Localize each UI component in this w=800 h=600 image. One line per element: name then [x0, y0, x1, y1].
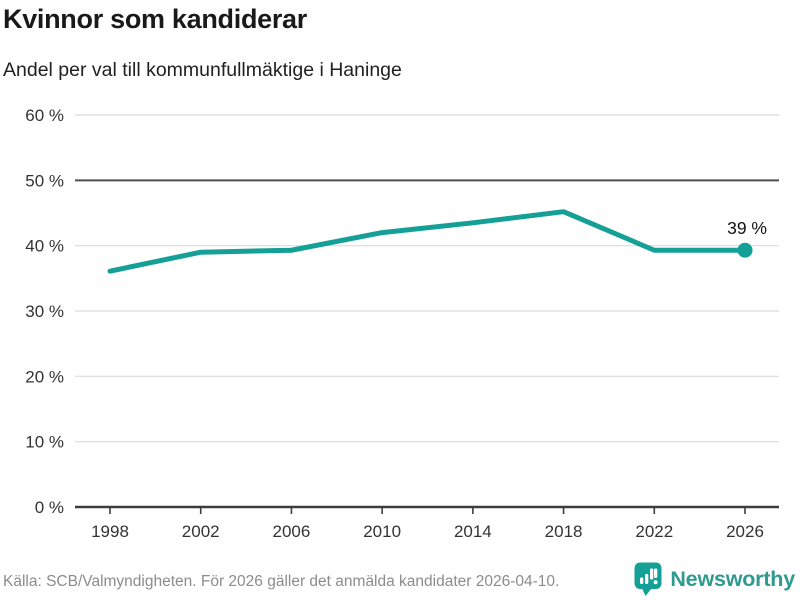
- x-tick-label: 2018: [545, 522, 583, 541]
- end-value-label: 39 %: [727, 218, 767, 238]
- x-tick-label: 1998: [91, 522, 129, 541]
- newsworthy-brand-name: Newsworthy: [670, 566, 795, 591]
- y-tick-label: 10 %: [25, 433, 64, 452]
- trend-line: [107, 209, 748, 274]
- y-tick-label: 30 %: [25, 302, 64, 321]
- y-tick-label: 50 %: [25, 171, 64, 190]
- x-tick-label: 2002: [182, 522, 220, 541]
- y-tick-label: 20 %: [25, 367, 64, 386]
- x-tick-label: 2014: [454, 522, 492, 541]
- x-tick-label: 2022: [635, 522, 673, 541]
- y-tick-label: 40 %: [25, 237, 64, 256]
- page-subtitle: Andel per val till kommunfullmäktige i H…: [3, 59, 402, 81]
- end-point-marker: [737, 242, 753, 258]
- x-tick-label: 2006: [273, 522, 311, 541]
- x-tick-label: 2010: [363, 522, 401, 541]
- page-title: Kvinnor som kandiderar: [3, 4, 307, 34]
- y-tick-label: 60 %: [25, 106, 64, 125]
- x-tick-label: 2026: [726, 522, 764, 541]
- newsworthy-logo-icon: [634, 562, 662, 596]
- source-note: Källa: SCB/Valmyndigheten. För 2026 gäll…: [3, 573, 560, 590]
- line-chart: 0 % 10 % 20 % 30 % 40 % 50 % 60 % 1998 2002 2006 2…: [25, 106, 779, 541]
- y-tick-label: 0 %: [35, 498, 64, 517]
- newsworthy-brand-link[interactable]: Newsworthy: [634, 561, 795, 597]
